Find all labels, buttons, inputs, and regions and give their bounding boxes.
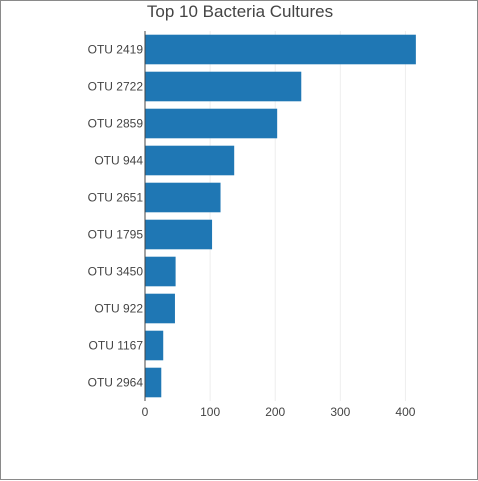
bar[interactable]: [145, 330, 164, 361]
y-tick-label: OTU 2964: [88, 376, 144, 390]
bar[interactable]: [145, 145, 235, 176]
y-tick-label: OTU 1795: [88, 228, 144, 242]
x-tick-label: 400: [395, 405, 415, 419]
y-tick-label: OTU 2722: [88, 80, 144, 94]
bar[interactable]: [145, 182, 221, 213]
bar[interactable]: [145, 256, 176, 287]
x-tick-label: 200: [265, 405, 285, 419]
bars: [145, 34, 416, 398]
bar[interactable]: [145, 219, 213, 250]
y-tick-label: OTU 2859: [88, 117, 144, 131]
bar[interactable]: [145, 108, 278, 139]
y-tick-label: OTU 2651: [88, 191, 144, 205]
chart-title: Top 10 Bacteria Cultures: [147, 2, 333, 21]
bar[interactable]: [145, 71, 302, 102]
y-tick-label: OTU 2419: [88, 43, 144, 57]
bar[interactable]: [145, 34, 416, 65]
y-tick-label: OTU 944: [94, 154, 143, 168]
y-tick-label: OTU 922: [94, 302, 143, 316]
bar[interactable]: [145, 367, 162, 398]
x-tick-labels: 0 100 200 300 400: [142, 405, 416, 419]
x-tick-label: 300: [330, 405, 350, 419]
x-tick-label: 0: [142, 405, 149, 419]
y-tick-labels: OTU 2419 OTU 2722 OTU 2859 OTU 944 OTU 2651 O…: [88, 43, 144, 390]
bar[interactable]: [145, 293, 175, 324]
x-tick-label: 100: [200, 405, 220, 419]
y-tick-label: OTU 1167: [89, 339, 144, 353]
y-tick-label: OTU 3450: [88, 265, 144, 279]
